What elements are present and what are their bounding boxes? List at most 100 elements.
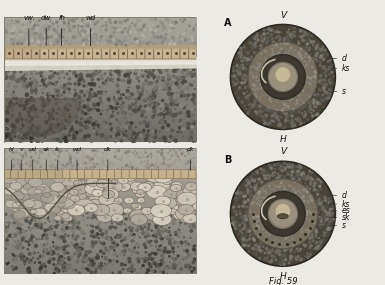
Point [64,119,70,124]
Point [179,151,185,156]
Point [254,224,260,229]
Point [241,77,247,82]
Point [45,27,51,31]
Point [187,120,194,125]
FancyBboxPatch shape [151,170,159,179]
Point [282,253,288,258]
Point [132,25,138,29]
Point [61,251,67,256]
Point [155,165,161,170]
Point [54,111,60,116]
Point [308,177,314,182]
Point [267,120,273,125]
Point [103,135,109,140]
Point [174,91,181,95]
Point [5,110,11,115]
Point [249,208,256,213]
Point [249,42,255,47]
Point [263,230,269,234]
Point [162,138,169,143]
Circle shape [169,187,177,192]
Point [271,40,277,44]
Point [176,23,182,28]
Point [121,18,127,23]
Point [4,30,10,34]
Point [67,120,73,124]
Point [2,31,8,36]
Point [192,257,198,262]
Point [307,245,313,250]
Point [42,262,48,266]
Point [93,65,99,69]
Point [321,230,327,234]
Point [273,95,279,100]
Point [185,66,191,71]
Point [28,261,34,265]
Point [329,219,335,223]
Point [149,257,155,261]
Point [167,22,173,27]
Point [172,158,179,162]
Point [11,132,17,137]
Point [246,86,253,90]
Point [45,215,51,220]
Point [233,198,239,202]
Point [313,227,320,232]
Point [142,116,148,121]
Point [189,269,195,274]
Point [148,146,154,151]
Point [190,93,196,97]
Point [90,28,97,32]
Circle shape [125,180,139,190]
Point [313,230,320,234]
Point [24,80,30,85]
Point [271,51,277,55]
Text: dk: dk [104,147,112,152]
Point [125,18,131,22]
Point [127,161,134,166]
Point [277,176,283,180]
Point [259,42,265,46]
Point [136,256,142,261]
Point [35,64,41,68]
Point [156,211,162,215]
Point [44,233,50,237]
Point [311,101,317,106]
Point [127,248,133,252]
Point [14,101,20,105]
Point [233,201,239,206]
Point [147,27,154,32]
Point [128,42,134,46]
Point [182,262,188,267]
Point [330,208,336,212]
Point [327,213,333,217]
Point [105,166,111,171]
Point [154,156,160,161]
Point [7,38,13,42]
Point [74,167,80,171]
Point [242,220,248,225]
Point [140,231,146,236]
Circle shape [145,170,166,183]
Point [22,260,28,264]
Point [35,115,41,119]
Point [123,118,129,122]
Point [33,88,39,92]
Point [66,244,72,249]
Circle shape [101,188,119,200]
Point [236,72,242,77]
Point [279,241,285,246]
Point [158,225,164,229]
Point [234,200,240,205]
Point [273,191,279,196]
Point [97,151,103,156]
FancyBboxPatch shape [145,48,154,59]
Point [130,139,136,144]
Point [18,68,24,72]
Point [320,222,326,227]
Point [50,31,57,36]
Point [107,104,114,109]
Point [96,115,102,120]
Point [35,81,42,85]
Point [57,34,64,38]
